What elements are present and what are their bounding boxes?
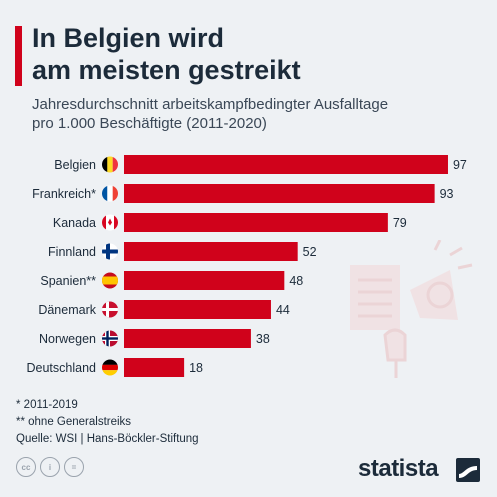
bar [124,300,271,319]
category-label: Frankreich* [32,187,96,201]
no-derivatives-icon[interactable]: = [64,457,84,477]
value-label: 79 [393,216,407,230]
category-label: Norwegen [39,332,96,346]
bar [124,213,388,232]
flag-finland-icon [102,243,118,260]
flag-norway-icon [102,330,118,347]
footnotes: * 2011-2019 ** ohne Generalstreiks Quell… [16,397,199,448]
value-label: 38 [256,332,270,346]
category-label: Spanien** [40,274,96,288]
flag-germany-icon [102,359,118,376]
bar [124,242,298,261]
chart-subtitle: Jahresdurchschnitt arbeitskampfbedingter… [32,95,472,133]
footnote-2: ** ohne Generalstreiks [16,416,132,428]
flag-denmark-icon [102,301,118,318]
chart-title: In Belgien wird am meisten gestreikt [32,22,472,86]
title-line-1: In Belgien wird [32,23,225,53]
category-label: Deutschland [27,361,97,375]
bar [124,155,448,174]
flag-belgium-icon [102,156,118,173]
license-icons: cc i = [16,457,84,477]
bar [124,271,285,290]
subtitle-line-2: pro 1.000 Beschäftigte (2011-2020) [32,115,267,132]
source-note: Quelle: WSI | Hans-Böckler-Stiftung [16,433,199,445]
creative-commons-icon[interactable]: cc [16,457,36,477]
bar-chart: Belgien 97 Frankreich* 93 Kanada 79 Finnland 52… [27,155,467,377]
statista-logo[interactable]: statista [358,455,439,482]
title-accent-bar [15,26,22,86]
subtitle-line-1: Jahresdurchschnitt arbeitskampfbedingter… [32,96,389,113]
bar [124,358,185,377]
value-label: 48 [289,274,303,288]
value-label: 44 [276,303,290,317]
attribution-icon[interactable]: i [40,457,60,477]
bar [124,184,435,203]
bar [124,329,251,348]
flag-spain-icon [102,272,118,289]
category-label: Belgien [54,158,96,172]
statista-logo-icon[interactable] [456,458,480,482]
category-label: Kanada [53,216,96,230]
flag-canada-icon [102,214,118,231]
value-label: 18 [189,361,203,375]
value-label: 93 [440,187,454,201]
footnote-1: * 2011-2019 [16,399,78,411]
category-label: Finnland [48,245,96,259]
category-label: Dänemark [38,303,96,317]
strike-illustration-icon [350,240,473,378]
flag-france-icon [102,185,118,202]
value-label: 52 [303,245,317,259]
title-line-2: am meisten gestreikt [32,55,301,85]
value-label: 97 [453,158,467,172]
